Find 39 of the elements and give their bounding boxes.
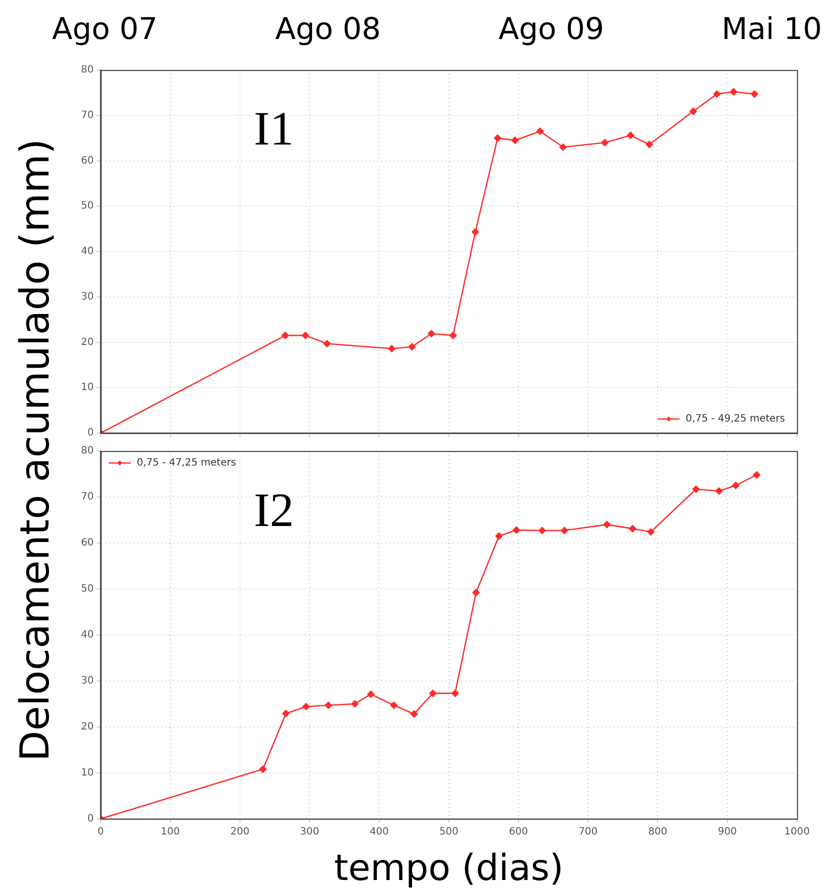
y-tick-label: 40 (80, 246, 94, 258)
y-tick-label: 20 (80, 721, 94, 732)
y-tick-label: 60 (80, 538, 94, 549)
y-tick-label: 10 (80, 767, 94, 778)
x-tick-label: 800 (648, 826, 668, 838)
y-tick-label: 80 (80, 446, 94, 457)
y-tick-label: 30 (80, 291, 94, 302)
legend-label: 0,75 - 49,25 meters (686, 414, 785, 425)
x-tick-label: 200 (230, 826, 250, 838)
text: Ago 08 (275, 11, 381, 49)
x-tick-label: 600 (508, 826, 528, 838)
annotation: I1 (254, 102, 294, 156)
y-axis-title: Delocamento acumulado (mm) (12, 138, 58, 762)
y-tick-label: 0 (87, 428, 94, 439)
x-tick-label: 900 (718, 826, 737, 838)
y-tick-label: 0 (87, 813, 94, 824)
y-tick-label: 20 (80, 336, 94, 348)
text: Ago 07 (52, 11, 158, 49)
x-axis-title: tempo (dias) (334, 848, 564, 889)
legend-label: 0,75 - 47,25 meters (136, 458, 236, 469)
x-tick-label: 100 (160, 826, 180, 838)
y-tick-label: 60 (80, 155, 94, 166)
y-tick-label: 50 (80, 584, 94, 595)
x-tick-label: 300 (300, 826, 320, 838)
text: Mai 10 (722, 11, 822, 49)
y-tick-label: 10 (80, 382, 94, 394)
x-tick-label: 400 (370, 826, 389, 838)
y-tick-label: 70 (80, 110, 94, 121)
x-tick-label: 500 (439, 826, 458, 838)
annotation: I2 (254, 484, 294, 538)
y-tick-label: 70 (80, 492, 94, 503)
y-tick-label: 80 (80, 64, 94, 76)
text: Ago 09 (498, 11, 604, 49)
x-tick-label: 700 (578, 826, 598, 838)
y-tick-label: 30 (80, 675, 94, 686)
x-tick-label: 1000 (784, 826, 810, 838)
y-tick-label: 40 (80, 629, 94, 640)
y-tick-label: 50 (80, 200, 94, 212)
x-tick-label: 0 (98, 826, 104, 838)
